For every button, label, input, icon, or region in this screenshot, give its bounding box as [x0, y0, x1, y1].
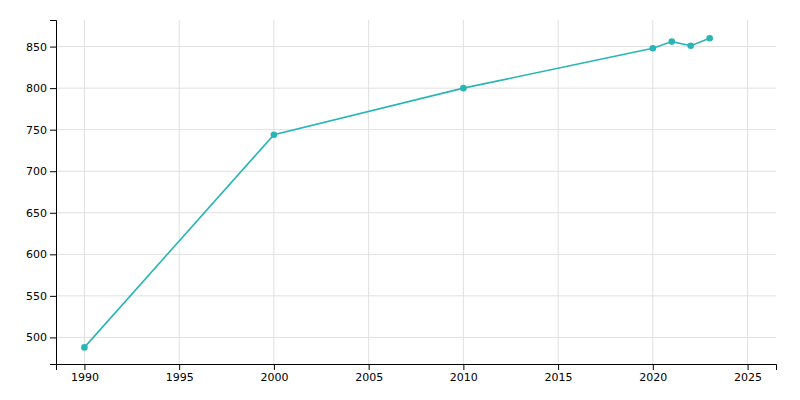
y-axis: 500 550 600 650 700 750 800 850	[26, 21, 57, 365]
point	[687, 42, 694, 49]
y-tick: 750	[26, 124, 56, 137]
x-grid-line	[179, 20, 180, 364]
point	[81, 344, 88, 351]
x-tick-mark	[463, 364, 464, 370]
y-tick-label: 550	[26, 290, 47, 303]
x-grid-line	[747, 20, 748, 364]
y-tick-mark	[50, 47, 56, 48]
y-tick-mark	[50, 213, 56, 214]
y-grid-line	[56, 88, 776, 89]
y-tick-label: 500	[26, 331, 47, 344]
x-tick-mark	[179, 364, 180, 370]
x-tick: 2000	[260, 364, 288, 384]
x-tick: 2015	[545, 364, 573, 384]
x-grid-line	[652, 20, 653, 364]
y-tick-mark	[50, 171, 56, 172]
y-grid-line	[56, 254, 776, 255]
y-tick-label: 650	[26, 207, 47, 220]
x-tick-mark	[653, 364, 654, 370]
line	[84, 38, 709, 347]
grid	[56, 20, 776, 364]
y-tick-mark	[50, 130, 56, 131]
x-tick-label: 1995	[166, 371, 194, 384]
x-tick-label: 2020	[639, 371, 667, 384]
x-tick-mark	[274, 364, 275, 370]
x-tick: 1990	[71, 364, 99, 384]
chart: 1990 1995 2000 2005 2010 2015 2020 2025 500 550 60…	[0, 0, 800, 400]
point	[650, 45, 657, 52]
x-grid-line	[558, 20, 559, 364]
y-grid-line	[56, 171, 776, 172]
x-tick: 2025	[734, 364, 762, 384]
y-tick-mark	[50, 88, 56, 89]
y-tick-label: 700	[26, 165, 47, 178]
x-tick-label: 2000	[260, 371, 288, 384]
y-grid-line	[56, 212, 776, 213]
y-tick-label: 850	[26, 41, 47, 54]
y-tick-label: 600	[26, 248, 47, 261]
x-tick-mark	[558, 364, 559, 370]
y-grid-line	[56, 46, 776, 47]
y-grid-line	[56, 295, 776, 296]
x-tick: 1995	[166, 364, 194, 384]
x-tick-label: 1990	[71, 371, 99, 384]
x-axis: 1990 1995 2000 2005 2010 2015 2020 2025	[57, 364, 777, 384]
x-tick-label: 2005	[355, 371, 383, 384]
x-grid-line	[84, 20, 85, 364]
x-grid-line	[463, 20, 464, 364]
y-tick: 550	[26, 290, 56, 303]
y-tick: 500	[26, 331, 56, 344]
y-grid-line	[56, 337, 776, 338]
y-tick: 800	[26, 82, 56, 95]
y-tick-label: 750	[26, 124, 47, 137]
x-tick-mark	[748, 364, 749, 370]
chart-container: 1990 1995 2000 2005 2010 2015 2020 2025 500 550 60…	[0, 0, 800, 400]
x-tick-mark	[84, 364, 85, 370]
y-axis-line	[50, 21, 57, 365]
y-grid-line	[56, 129, 776, 130]
x-axis-line	[57, 365, 777, 371]
plot-area	[81, 35, 713, 351]
x-tick-label: 2010	[450, 371, 478, 384]
y-tick: 600	[26, 248, 56, 261]
y-tick-mark	[50, 337, 56, 338]
y-tick: 650	[26, 207, 56, 220]
x-tick-mark	[369, 364, 370, 370]
x-tick: 2020	[639, 364, 667, 384]
x-grid-line	[273, 20, 274, 364]
x-tick-label: 2025	[734, 371, 762, 384]
point	[706, 35, 713, 42]
y-tick-mark	[50, 296, 56, 297]
y-tick-mark	[50, 254, 56, 255]
y-tick: 850	[26, 41, 56, 54]
x-tick: 2005	[355, 364, 383, 384]
point	[460, 85, 467, 92]
point	[271, 131, 278, 138]
x-tick-label: 2015	[545, 371, 573, 384]
point	[668, 38, 675, 45]
x-tick: 2010	[450, 364, 478, 384]
y-tick-label: 800	[26, 82, 47, 95]
x-grid-line	[368, 20, 369, 364]
y-tick: 700	[26, 165, 56, 178]
